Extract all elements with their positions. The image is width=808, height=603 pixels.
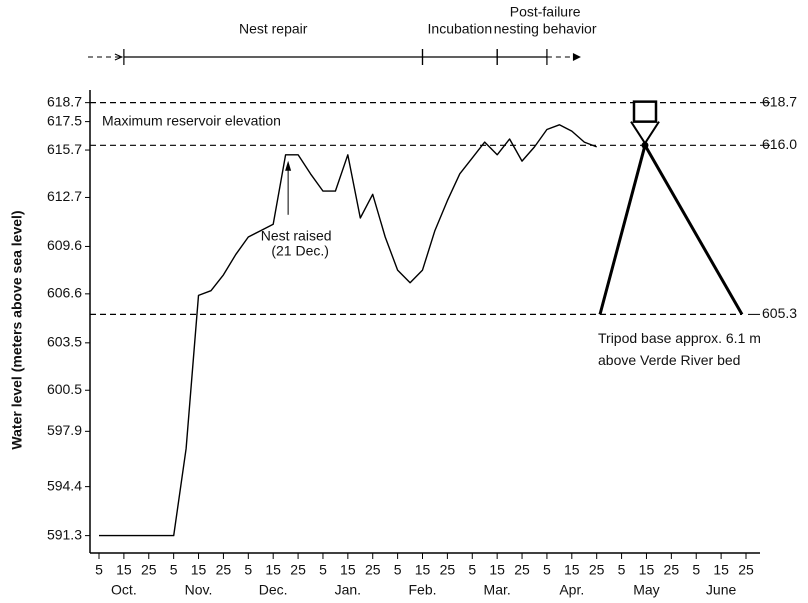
x-tick-label: 25 (216, 562, 232, 578)
month-label: May (633, 582, 659, 598)
x-tick-label: 15 (564, 562, 580, 578)
phase-label: Incubation (428, 21, 493, 37)
month-label: Feb. (408, 582, 436, 598)
month-label: Nov. (185, 582, 213, 598)
nest-arrow (630, 121, 660, 146)
x-tick-label: 5 (170, 562, 178, 578)
phase-lead-arrow (114, 53, 124, 61)
x-tick-label: 25 (589, 562, 605, 578)
x-tick-label: 5 (543, 562, 551, 578)
y-tick-label: 617.5 (47, 112, 82, 128)
x-tick-label: 15 (639, 562, 655, 578)
x-tick-label: 15 (265, 562, 281, 578)
phase-label: nesting behavior (494, 21, 597, 37)
x-tick-label: 5 (468, 562, 476, 578)
x-tick-label: 15 (191, 562, 207, 578)
x-tick-label: 15 (340, 562, 356, 578)
annotation-arrowhead (285, 160, 292, 171)
y-tick-label: 609.6 (47, 237, 82, 253)
tripod-annotation: above Verde River bed (598, 352, 740, 368)
nest-annotation: Nest raised (261, 227, 332, 243)
x-tick-label: 25 (290, 562, 306, 578)
month-label: Mar. (484, 582, 511, 598)
y-tick-label: 606.6 (47, 285, 82, 301)
phase-label: Nest repair (239, 21, 308, 37)
x-tick-label: 5 (692, 562, 700, 578)
tripod-annotation: Tripod base approx. 6.1 m (598, 330, 761, 346)
phase-label: Post-failure (510, 4, 581, 20)
x-tick-label: 25 (365, 562, 381, 578)
x-tick-label: 15 (489, 562, 505, 578)
y-tick-label: 603.5 (47, 334, 82, 350)
month-label: Oct. (111, 582, 137, 598)
tripod-leg (643, 144, 744, 316)
x-tick-label: 5 (319, 562, 327, 578)
reference-label: 618.7 (762, 93, 797, 109)
x-tick-label: 15 (415, 562, 431, 578)
y-tick-label: 612.7 (47, 188, 82, 204)
x-tick-label: 15 (713, 562, 729, 578)
x-tick-label: 25 (664, 562, 680, 578)
reference-label: 605.3 (762, 305, 797, 321)
month-label: June (706, 582, 737, 598)
x-tick-label: 5 (244, 562, 252, 578)
x-tick-label: 25 (440, 562, 456, 578)
month-label: Jan. (335, 582, 361, 598)
y-tick-label: 597.9 (47, 422, 82, 438)
phase-tail-arrow (572, 53, 581, 61)
nest-annotation: (21 Dec.) (271, 242, 329, 258)
y-tick-label: 618.7 (47, 93, 82, 109)
water-level-line (99, 124, 597, 537)
y-tick-label: 591.3 (47, 526, 82, 542)
y-axis-label: Water level (meters above sea level) (9, 210, 25, 449)
y-tick-label: 594.4 (47, 477, 82, 493)
x-tick-label: 25 (141, 562, 157, 578)
x-tick-label: 5 (95, 562, 103, 578)
x-tick-label: 25 (514, 562, 530, 578)
x-tick-label: 5 (618, 562, 626, 578)
y-tick-label: 615.7 (47, 141, 82, 157)
y-tick-label: 600.5 (47, 381, 82, 397)
x-tick-label: 5 (394, 562, 402, 578)
month-label: Dec. (259, 582, 288, 598)
max-elevation-label: Maximum reservoir elevation (102, 112, 281, 128)
month-label: Apr. (559, 582, 584, 598)
x-tick-label: 15 (116, 562, 132, 578)
tripod-leg (598, 144, 647, 315)
reference-label: 616.0 (762, 136, 797, 152)
tripod-apex (641, 141, 649, 149)
nest-box (632, 100, 658, 123)
x-tick-label: 25 (738, 562, 754, 578)
